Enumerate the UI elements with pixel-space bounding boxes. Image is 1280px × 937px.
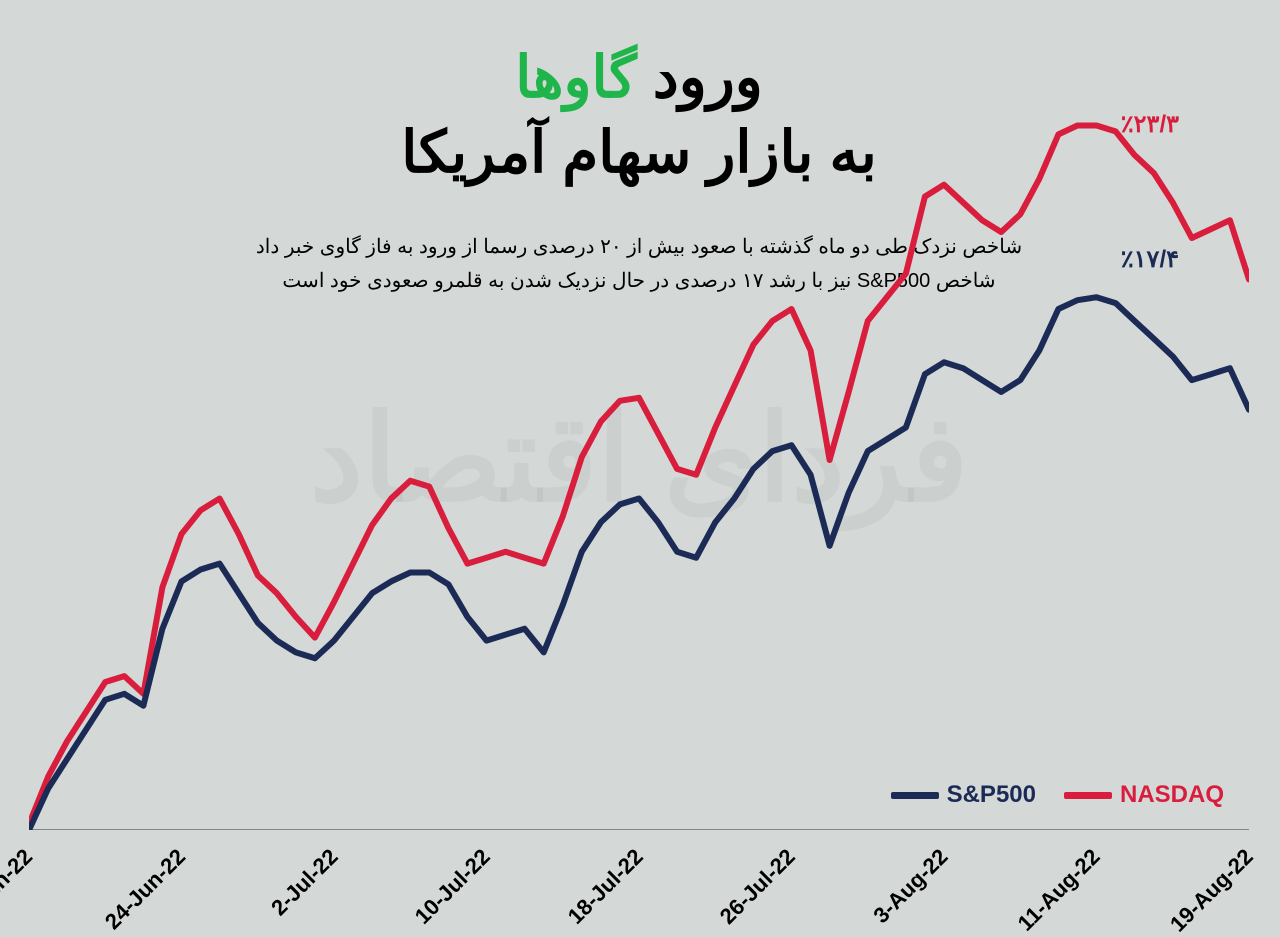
x-tick-label: 2-Jul-22	[267, 844, 344, 921]
line-chart	[30, 90, 1250, 830]
x-tick-label: 16-Jun-22	[0, 844, 39, 935]
legend-item: S&P500	[892, 781, 1037, 809]
legend-label: S&P500	[948, 781, 1037, 809]
x-tick-label: 24-Jun-22	[101, 844, 192, 935]
legend-swatch	[1065, 792, 1113, 799]
legend-swatch	[892, 792, 940, 799]
series-S&P500	[30, 297, 1250, 830]
x-axis-labels: 16-Jun-2224-Jun-222-Jul-2210-Jul-2218-Ju…	[30, 830, 1250, 910]
x-tick-label: 26-Jul-22	[716, 844, 802, 930]
legend: S&P500 NASDAQ	[892, 781, 1225, 809]
legend-label: NASDAQ	[1121, 781, 1225, 809]
x-tick-label: 3-Aug-22	[869, 844, 954, 929]
legend-item: NASDAQ	[1065, 781, 1225, 809]
x-tick-label: 18-Jul-22	[563, 844, 649, 930]
annotation-nasdaq: ٪۲۳/۳	[1122, 110, 1180, 139]
x-tick-label: 11-Aug-22	[1014, 844, 1107, 937]
x-tick-label: 10-Jul-22	[411, 844, 497, 930]
x-tick-label: 19-Aug-22	[1166, 844, 1260, 937]
series-NASDAQ	[30, 126, 1250, 825]
annotation-sp500: ٪۱۷/۴	[1122, 245, 1180, 274]
